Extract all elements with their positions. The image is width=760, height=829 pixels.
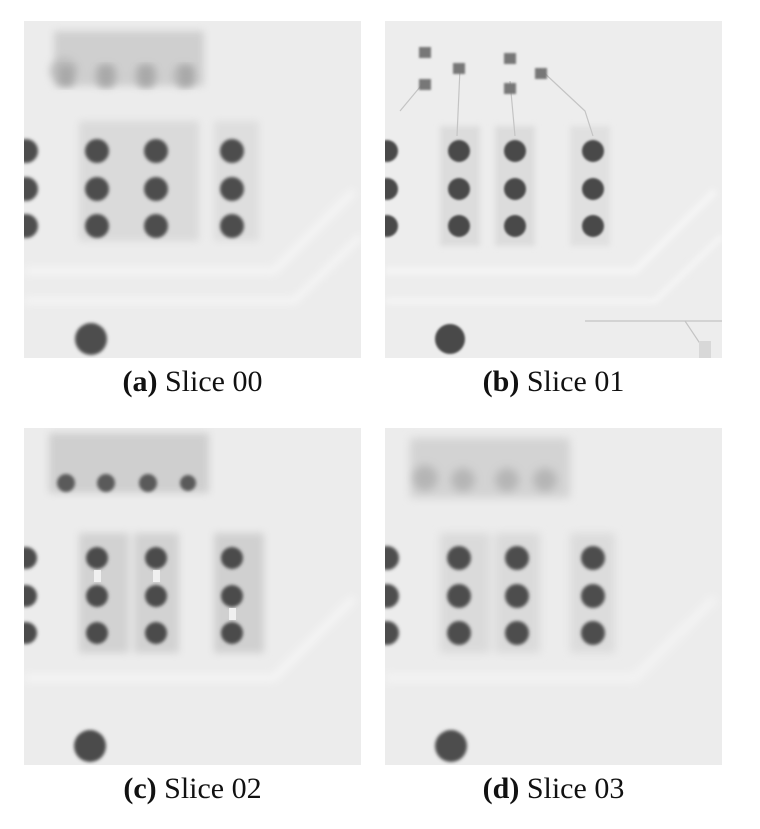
slice-00-drawing (24, 21, 361, 358)
xray-image-slice-02 (24, 428, 361, 765)
caption-label: Slice 00 (164, 365, 263, 398)
caption-tag: (b) (482, 365, 520, 398)
caption-label: Slice 03 (526, 772, 625, 805)
caption-tag: (c) (123, 772, 157, 805)
caption-tag: (a) (122, 365, 158, 398)
xray-image-slice-03 (385, 428, 722, 765)
xray-image-slice-00 (24, 21, 361, 358)
caption-slice-02: (c) Slice 02 (24, 772, 361, 806)
slice-03-drawing (385, 428, 722, 765)
caption-slice-03: (d) Slice 03 (385, 772, 722, 806)
slice-01-drawing (385, 21, 722, 358)
caption-label: Slice 01 (526, 365, 625, 398)
caption-slice-00: (a) Slice 00 (24, 365, 361, 399)
xray-image-slice-01 (385, 21, 722, 358)
slice-02-drawing (24, 428, 361, 765)
caption-slice-01: (b) Slice 01 (385, 365, 722, 399)
caption-tag: (d) (482, 772, 520, 805)
caption-label: Slice 02 (164, 772, 262, 805)
